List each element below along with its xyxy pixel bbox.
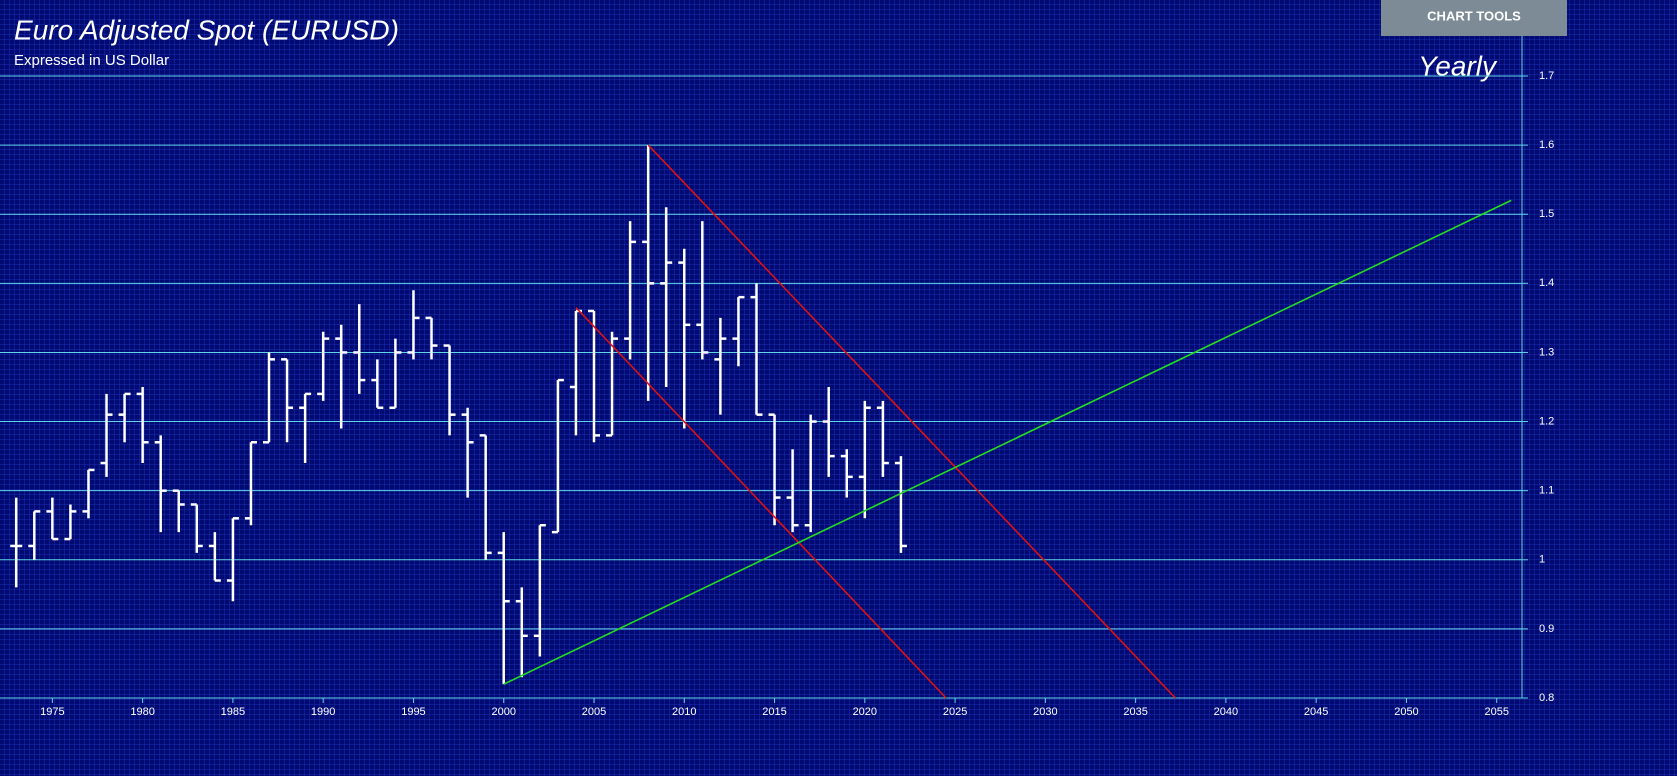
y-tick-label: 1.4 (1539, 277, 1554, 289)
x-tick-label: 2005 (582, 706, 606, 718)
x-tick-label: 2020 (853, 706, 877, 718)
y-tick-label: 1.6 (1539, 139, 1554, 151)
x-tick-label: 2015 (762, 706, 786, 718)
x-tick-label: 1980 (130, 706, 154, 718)
y-tick-label: 1.7 (1539, 70, 1554, 82)
x-tick-label: 2055 (1484, 706, 1508, 718)
x-tick-label: 2030 (1033, 706, 1057, 718)
button-label: CHART TOOLS (1427, 8, 1521, 23)
y-tick-label: 0.9 (1539, 623, 1554, 635)
y-tick-label: 1.3 (1539, 346, 1554, 358)
chart-tools-button[interactable]: CHART TOOLS (1381, 0, 1567, 36)
y-tick-label: 1.2 (1539, 415, 1554, 427)
trendline (503, 199, 1512, 685)
x-tick-label: 1995 (401, 706, 425, 718)
y-tick-label: 1.5 (1539, 208, 1554, 220)
y-tick-label: 0.8 (1539, 692, 1554, 704)
y-tick-label: 1 (1539, 554, 1545, 566)
x-tick-label: 1985 (221, 706, 245, 718)
x-tick-label: 2045 (1304, 706, 1328, 718)
x-tick-label: 1975 (40, 706, 64, 718)
trendline (647, 144, 1176, 699)
x-tick-label: 1990 (311, 706, 335, 718)
x-tick-label: 2035 (1123, 706, 1147, 718)
trendline (575, 306, 947, 699)
x-tick-label: 2000 (491, 706, 515, 718)
chart-subtitle: Expressed in US Dollar (14, 52, 169, 69)
y-tick-label: 1.1 (1539, 485, 1554, 497)
button-bg (1381, 0, 1567, 36)
x-tick-label: 2050 (1394, 706, 1418, 718)
x-tick-label: 2010 (672, 706, 696, 718)
x-tick-label: 2040 (1214, 706, 1238, 718)
period-label: Yearly (1418, 50, 1498, 81)
chart-title: Euro Adjusted Spot (EURUSD) (14, 14, 399, 45)
x-tick-label: 2025 (943, 706, 967, 718)
